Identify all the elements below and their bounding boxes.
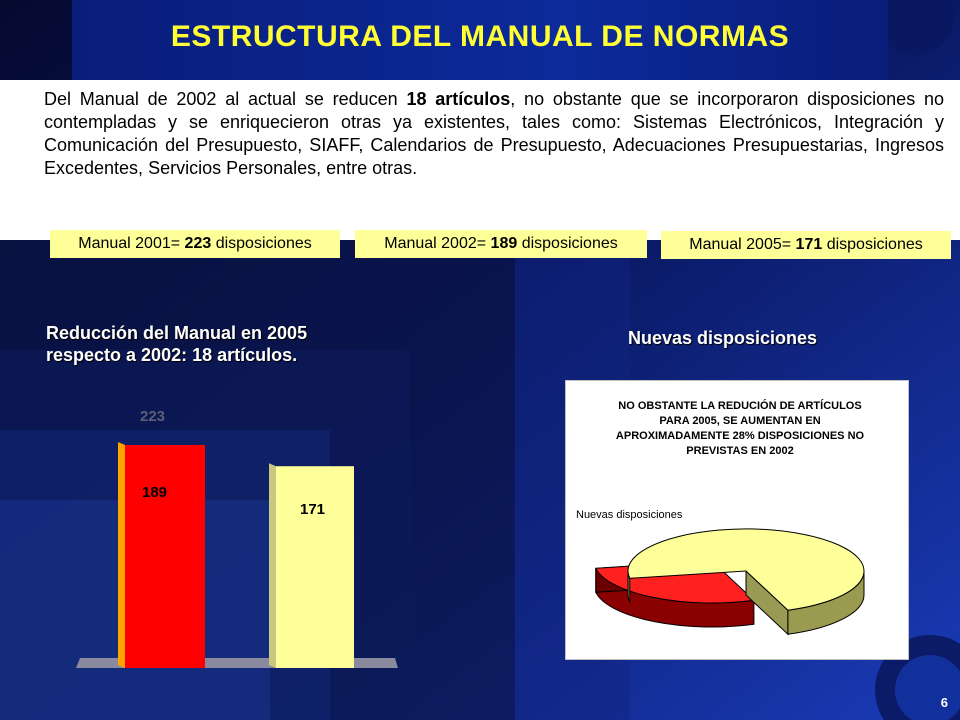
pie-chart (595, 528, 865, 636)
bar-2002 (125, 444, 205, 668)
count-2001: Manual 2001= 223 disposiciones (50, 230, 340, 258)
bar-label-2005: 171 (300, 501, 325, 518)
count-2001-value: 223 (184, 235, 212, 252)
pie-chart-note: NO OBSTANTE LA REDUCIÓN DE ARTÍCULOS PAR… (615, 400, 865, 457)
pie-slice-label: Nuevas disposiciones (576, 509, 683, 521)
bar-chart-heading: Reducción del Manual en 2005 respecto a … (46, 323, 308, 365)
bar-2005 (276, 466, 354, 668)
count-2005: Manual 2005= 171 disposiciones (661, 231, 951, 259)
count-2002-prefix: Manual 2002= (384, 235, 491, 252)
count-2001-prefix: Manual 2001= (78, 235, 185, 252)
bar-label-2002: 189 (142, 484, 167, 501)
count-2005-prefix: Manual 2005= (689, 236, 796, 253)
page-number: 6 (940, 695, 948, 710)
intro-highlight: 18 artículos (406, 89, 511, 109)
bar-2005-side (269, 463, 276, 668)
count-2002: Manual 2002= 189 disposiciones (355, 230, 647, 258)
count-2005-suffix: disposiciones (822, 236, 923, 253)
count-2002-value: 189 (490, 235, 518, 252)
intro-panel (0, 80, 960, 240)
pie-chart-heading: Nuevas disposiciones (628, 328, 818, 348)
intro-paragraph: Del Manual de 2002 al actual se reducen … (44, 88, 944, 180)
title-bar (72, 0, 888, 80)
intro-text-end: , no obstante que se incorporaron dispos… (44, 89, 944, 178)
intro-text-start: Del Manual de 2002 al actual se reducen (44, 89, 407, 109)
count-2001-suffix: disposiciones (211, 235, 312, 252)
slide-title: ESTRUCTURA DEL MANUAL DE NORMAS (170, 20, 790, 53)
bar-2002-side (118, 441, 125, 668)
count-2005-value: 171 (795, 236, 823, 253)
pie-chart-panel: NO OBSTANTE LA REDUCIÓN DE ARTÍCULOS PAR… (565, 380, 909, 660)
pie-slice-rest (627, 528, 865, 611)
bar-label-2001: 223 (140, 408, 165, 425)
count-2002-suffix: disposiciones (517, 235, 618, 252)
